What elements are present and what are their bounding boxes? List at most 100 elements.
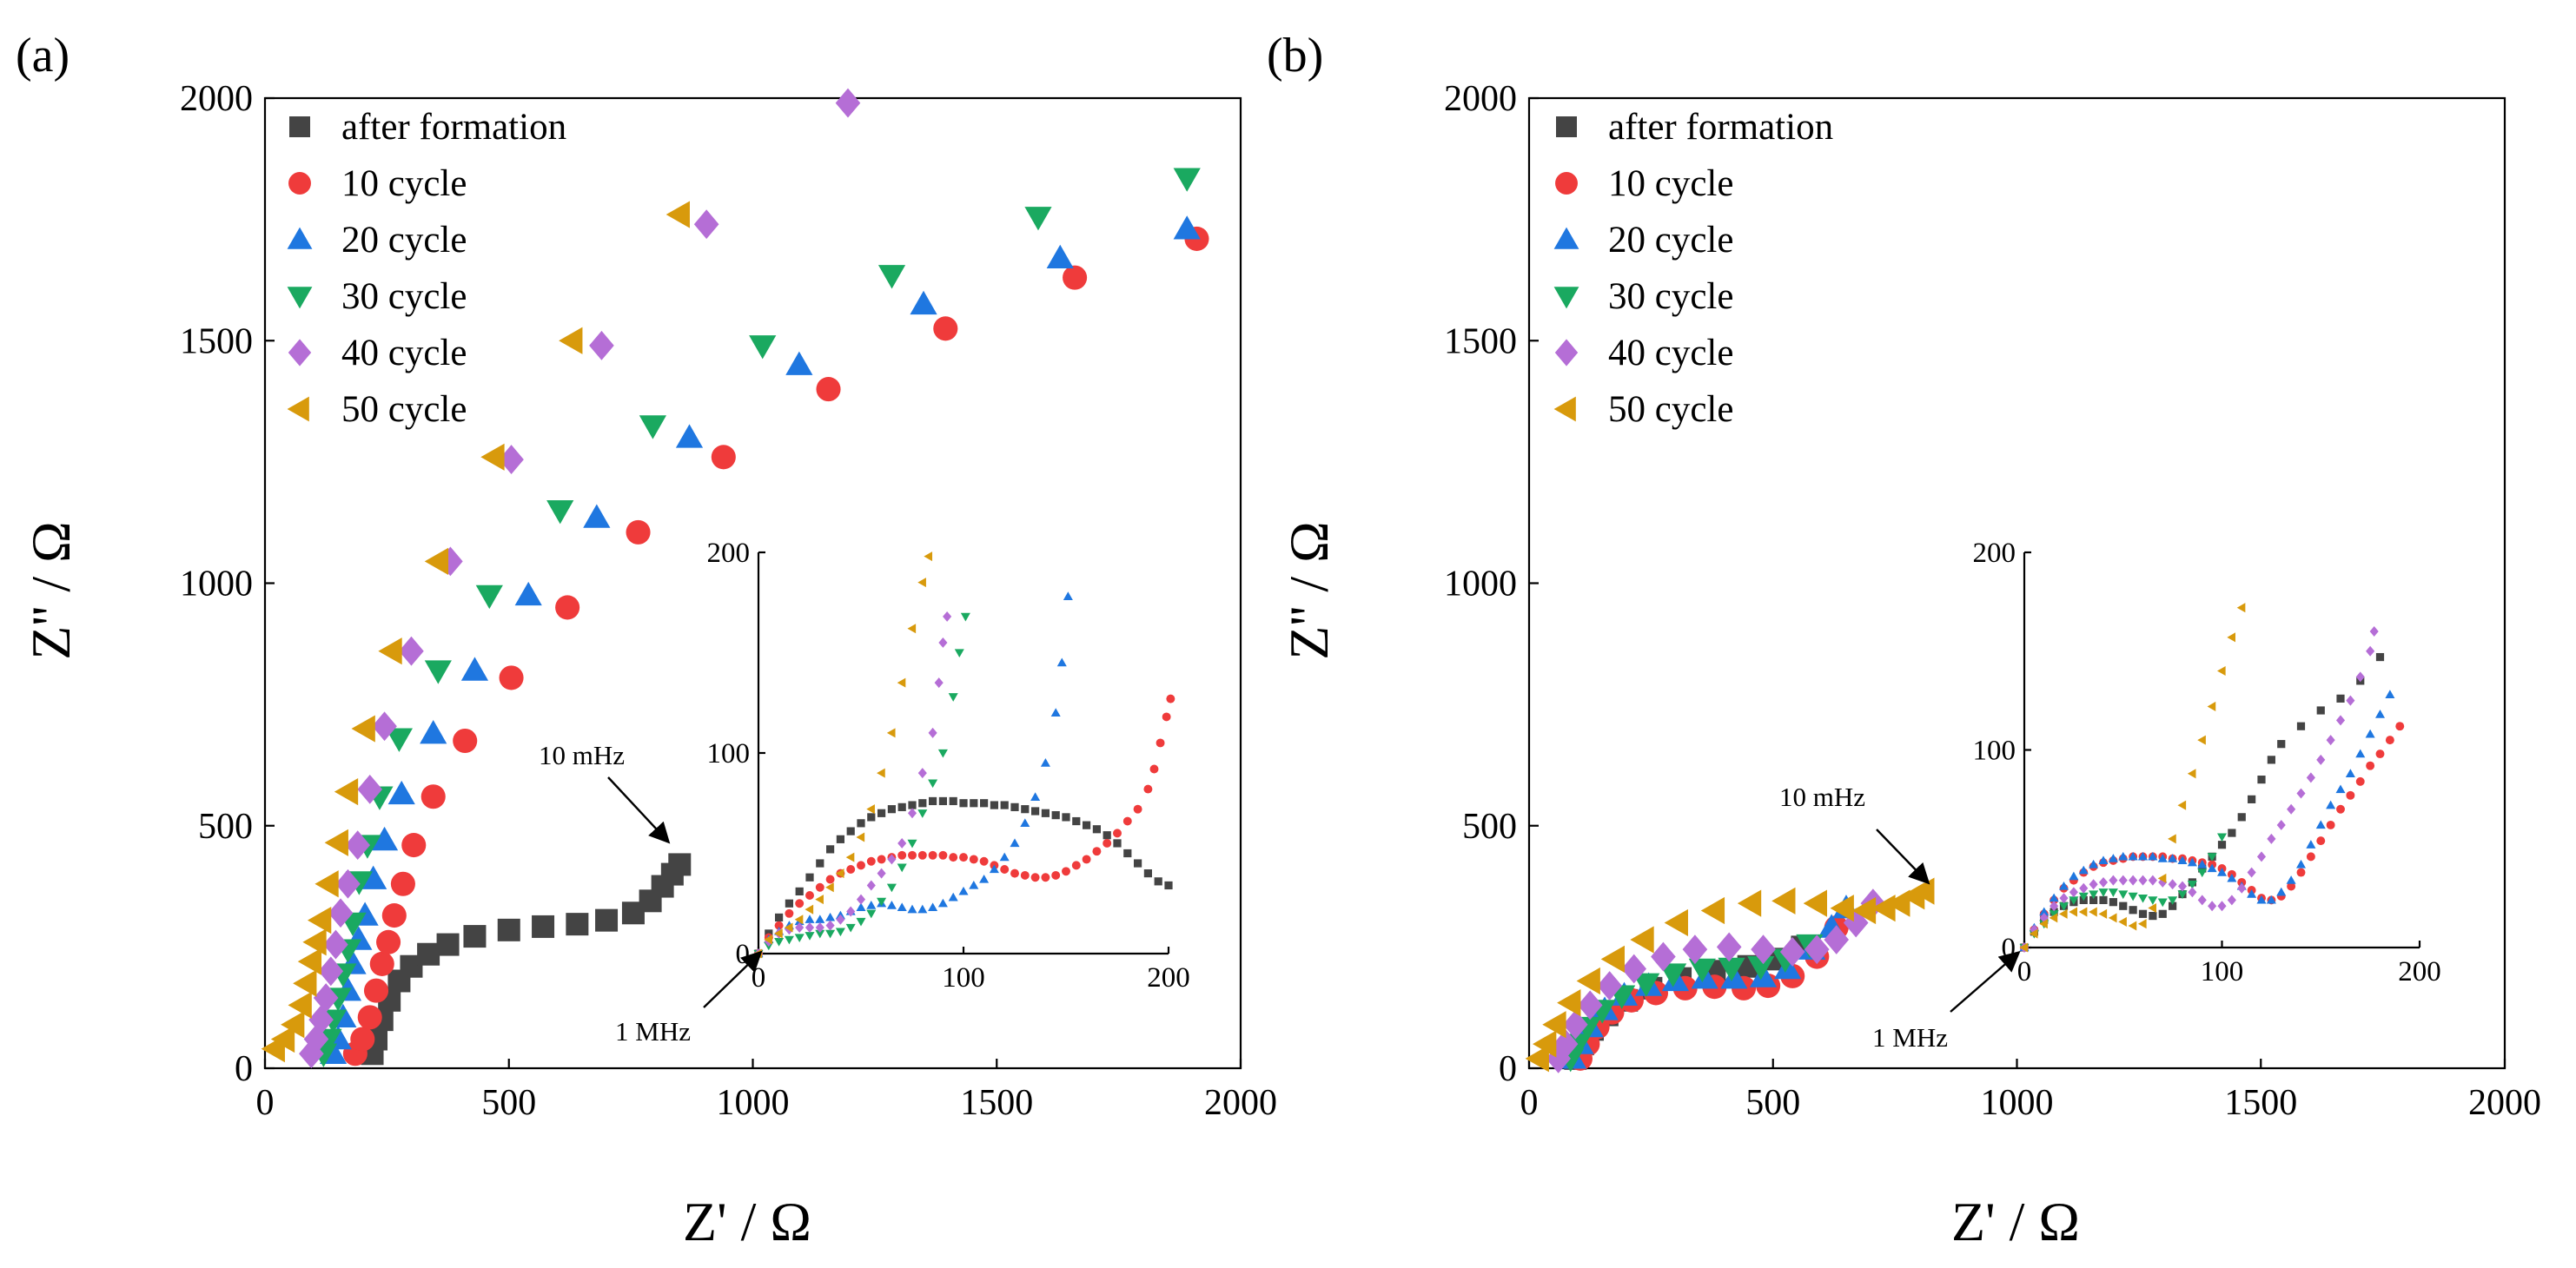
b-legend-label-1: 10 cycle [1608,163,1733,204]
a-inset-y-tick-label: 200 [707,538,751,569]
b-inset-data-point [2286,875,2296,884]
b-legend-marker-5 [1553,396,1576,422]
b-inset-x-tick-label: 0 [2017,956,2032,987]
a-inset-data-point [917,904,928,914]
a-data-point [360,865,387,889]
b-inset-data-point [2216,868,2228,876]
a-inset-data-point [774,921,784,930]
a-data-point [372,711,397,742]
a-y-tick-label: 2000 [180,79,253,119]
a-inset-data-point [1051,870,1061,880]
a-inset-data-point [907,839,917,849]
b-inset-data-point [2137,894,2149,903]
a-inset-data-point [897,863,907,873]
b-data-point [1542,1011,1566,1039]
b-inset-data-point [2257,776,2266,784]
b-inset-data-point [2177,881,2188,892]
a-inset-data-point [969,880,979,889]
a-inset-data-point [949,853,958,862]
b-inset-data-point [2089,859,2099,868]
b-inset-data-point [2089,895,2098,904]
b-inset-data-point [2287,882,2296,891]
b-x-tick-label: 2000 [2468,1083,2541,1123]
b-inset-data-point [2149,912,2157,921]
a-data-point [626,519,651,545]
a-inset-data-point [1082,855,1091,864]
b-inset-data-point [2177,890,2188,900]
a-inset-data-point [960,612,970,622]
a-data-point [369,951,394,976]
b-inset-data-point [2365,729,2375,738]
a-inset-data-point [856,917,866,927]
b-inset-data-point [2316,754,2326,765]
b-inset-data-point [2177,800,2187,810]
a-inset-data-point [954,649,964,658]
b-inset-data-point [2069,887,2078,898]
b-inset-data-point [2069,907,2078,917]
a-inset-x-tick-label: 100 [942,962,985,994]
b-inset-data-point [2256,895,2267,904]
b-data-point [1751,934,1776,965]
a-inset-data-point [1154,877,1162,886]
b-inset-data-point [2187,857,2197,867]
a-data-point [307,907,332,934]
b-inset-data-point [2049,910,2059,919]
b-inset-data-point [2138,875,2148,886]
panel-b-annotation-1mhz: 1 MHz [1872,950,2021,1053]
b-inset-data-point [2118,875,2128,886]
a-inset-data-point [897,677,906,688]
b-inset-data-point [2366,645,2375,657]
a-data-point [401,833,427,858]
b-data-point [1600,945,1625,973]
a-inset-data-point [805,915,815,923]
a-inset-data-point [1010,802,1019,811]
b-data-point [1871,895,1896,922]
b-inset-data-point [2157,898,2168,908]
a-data-point [351,715,375,743]
a-data-point [668,853,692,876]
b-inset-data-point [2188,887,2197,898]
b-data-point [1804,934,1830,965]
b-inset-data-point [2168,879,2177,890]
b-inset-data-point [2207,701,2216,711]
b-inset-data-point [2079,882,2089,894]
a-inset-data-point [1010,838,1020,848]
a-data-point [308,1005,334,1035]
b-inset-data-point [2098,855,2109,865]
panel-a-y-axis-label: Z'' / Ω [20,521,82,660]
a-y-tick-label: 0 [235,1049,253,1089]
a-x-tick-label: 1500 [960,1083,1033,1123]
a-inset-data-point [886,901,897,909]
b-inset-data-point [2316,836,2326,846]
b-inset-data-point [2276,819,2286,830]
a-inset-data-point [866,856,876,866]
b-inset-data-point [2335,784,2346,794]
b-inset-data-point [2236,603,2246,613]
b-inset-series-4 [2019,626,2379,953]
a-data-point [675,424,704,448]
a-data-point [288,991,312,1019]
b-inset-data-point [2366,761,2375,770]
a-inset-data-point [1143,869,1152,878]
a-inset-series-5 [753,551,933,959]
b-inset-data-point [2108,888,2118,897]
a-inset-data-point [877,768,885,778]
b-inset-data-point [2118,851,2129,861]
a-inset-data-point [775,913,784,922]
a-inset-data-point [794,934,805,943]
a-data-point [417,942,440,966]
b-legend-marker-0 [1556,116,1577,137]
a-inset-data-point [979,875,990,883]
b-inset-data-point [2089,890,2099,900]
b-inset-data-point [2208,901,2217,912]
a-data-point [323,929,348,960]
a-inset-data-point [866,880,876,891]
b-data-point [1688,958,1716,983]
b-inset-data-point [2019,942,2029,953]
a-inset-data-point [928,902,938,912]
b-inset-data-point [2138,909,2148,918]
a-series-2 [320,215,1201,1064]
b-inset-data-point [2129,906,2137,915]
